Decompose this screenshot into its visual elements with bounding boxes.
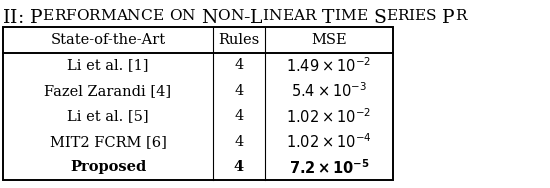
Text: I: I [3,9,10,27]
Text: $1.02\times10^{-2}$: $1.02\times10^{-2}$ [287,107,372,126]
Text: E: E [152,9,163,23]
Text: S: S [373,9,386,27]
Text: MSE: MSE [311,33,347,47]
Text: N: N [201,9,217,27]
Text: M: M [100,9,116,23]
Text: 4: 4 [234,160,244,174]
Text: A: A [293,9,304,23]
Text: State-of-the-Art: State-of-the-Art [51,33,166,47]
Text: N: N [182,9,195,23]
Text: S: S [426,9,436,23]
Text: E: E [356,9,367,23]
Text: R: R [89,9,100,23]
Text: M: M [340,9,356,23]
Text: MIT2 FCRM [6]: MIT2 FCRM [6] [50,135,167,149]
Text: 4: 4 [234,135,244,149]
Text: E: E [42,9,54,23]
Text: R: R [455,9,466,23]
Bar [3,27,393,180]
Text: Rules: Rules [218,33,260,47]
Text: E: E [386,9,397,23]
Text: :: : [18,9,24,27]
Text: E: E [415,9,426,23]
Text: I: I [10,9,18,27]
Text: T: T [322,9,334,27]
Text: L: L [250,9,262,27]
Text: 4: 4 [234,84,244,98]
Text: 4: 4 [234,109,244,123]
Text: Proposed: Proposed [70,160,146,174]
Text: I: I [334,9,340,23]
Text: O: O [76,9,89,23]
Text: E: E [282,9,293,23]
Text: Li et al. [5]: Li et al. [5] [67,109,149,123]
Text: O: O [169,9,182,23]
Text: $1.02\times10^{-4}$: $1.02\times10^{-4}$ [286,132,372,151]
Text: N: N [268,9,282,23]
Text: R: R [397,9,409,23]
Text: N: N [126,9,140,23]
Text: F: F [65,9,76,23]
Text: O: O [217,9,230,23]
Text: $5.4\times10^{-3}$: $5.4\times10^{-3}$ [291,81,367,100]
Text: R: R [54,9,65,23]
Text: -: - [244,9,250,27]
Text: 4: 4 [234,58,244,72]
Text: Li et al. [1]: Li et al. [1] [67,58,148,72]
Text: C: C [140,9,152,23]
Text: P: P [442,9,455,27]
Text: I: I [409,9,415,23]
Text: A: A [116,9,127,23]
Text: $1.49\times10^{-2}$: $1.49\times10^{-2}$ [287,56,372,75]
Text: I: I [262,9,268,23]
Text: N: N [230,9,244,23]
Text: $\mathbf{7.2\times10^{-5}}$: $\mathbf{7.2\times10^{-5}}$ [289,158,370,177]
Text: P: P [30,9,42,27]
Text: Fazel Zarandi [4]: Fazel Zarandi [4] [45,84,172,98]
Text: R: R [304,9,316,23]
